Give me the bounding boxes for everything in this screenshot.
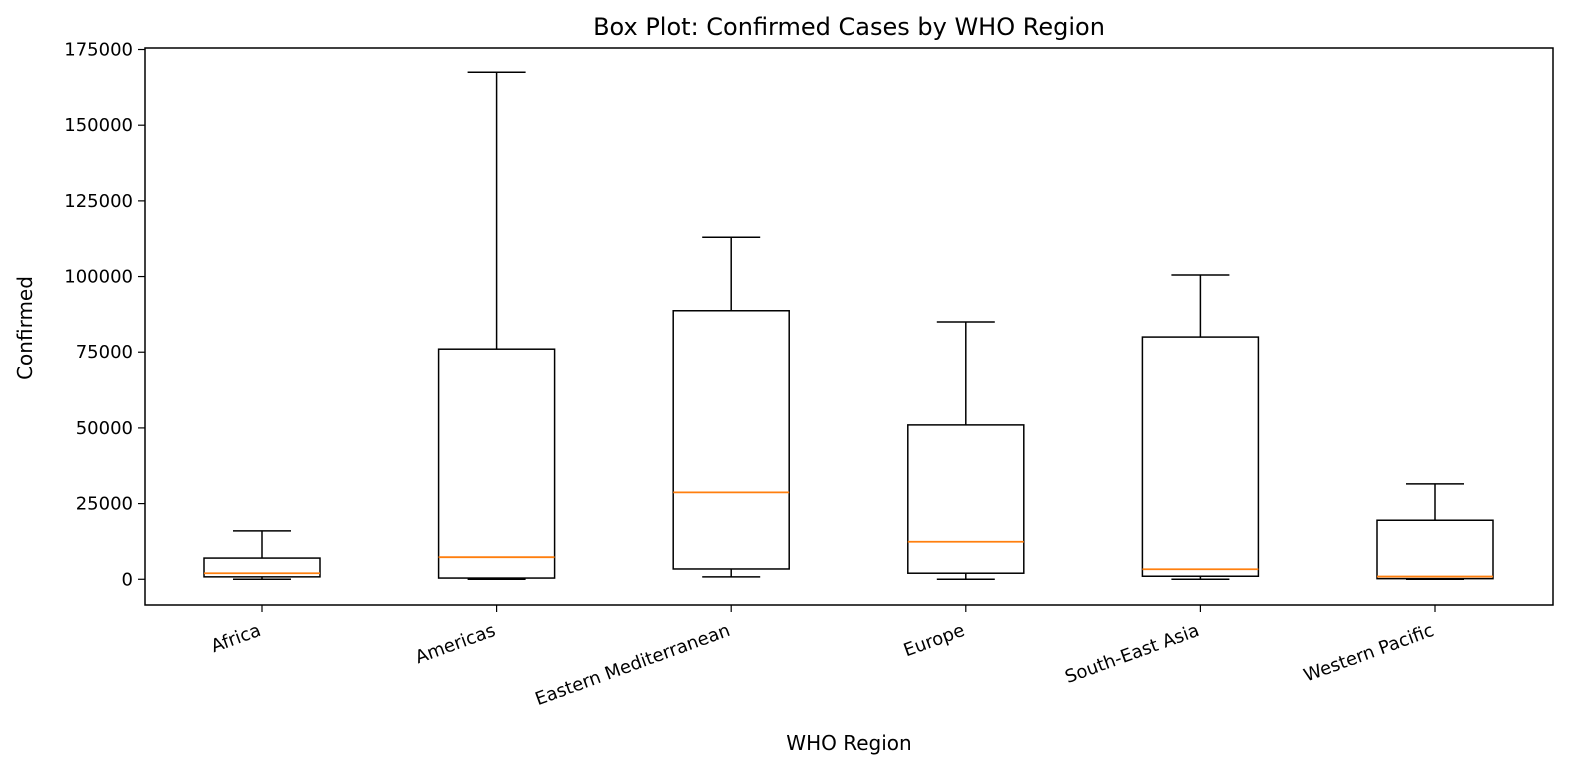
- box-eastern-mediterranean: [672, 236, 790, 578]
- y-tick-label: 50000: [76, 418, 133, 439]
- x-tick-label: South-East Asia: [1062, 620, 1202, 688]
- y-tick-label: 175000: [64, 40, 133, 61]
- y-tick-label: 100000: [64, 267, 133, 288]
- box-western-pacific: [1376, 483, 1494, 581]
- box-americas: [437, 71, 556, 581]
- box-africa: [203, 530, 321, 581]
- x-tick-label: Western Pacific: [1301, 620, 1437, 687]
- x-tick-label: Eastern Mediterranean: [532, 620, 733, 710]
- iqr-box: [203, 557, 321, 578]
- box-south-east-asia: [1141, 274, 1260, 581]
- y-axis: 0 25000 50000 75000 100000 125000 150000 175000: [64, 40, 145, 590]
- x-tick-label: Europe: [901, 620, 968, 661]
- y-tick-label: 0: [122, 569, 133, 590]
- x-axis: Africa Americas Eastern Mediterranean Europ…: [208, 605, 1437, 710]
- plot-area-frame: [144, 47, 1554, 606]
- y-tick-label: 150000: [64, 115, 133, 136]
- iqr-box: [1141, 336, 1260, 577]
- x-axis-label: WHO Region: [786, 731, 911, 755]
- box-europe: [907, 321, 1025, 581]
- iqr-box: [907, 424, 1025, 574]
- chart-title: Box Plot: Confirmed Cases by WHO Region: [593, 13, 1105, 41]
- x-tick-label: Africa: [208, 620, 263, 657]
- y-tick-label: 25000: [76, 494, 133, 515]
- y-axis-label: Confirmed: [13, 276, 37, 380]
- y-tick-label: 75000: [76, 342, 133, 363]
- x-tick-label: Americas: [413, 620, 499, 668]
- iqr-box: [437, 348, 556, 579]
- iqr-box: [1376, 519, 1494, 580]
- iqr-box: [672, 310, 790, 570]
- box-series: [203, 71, 1494, 581]
- y-tick-label: 125000: [64, 191, 133, 212]
